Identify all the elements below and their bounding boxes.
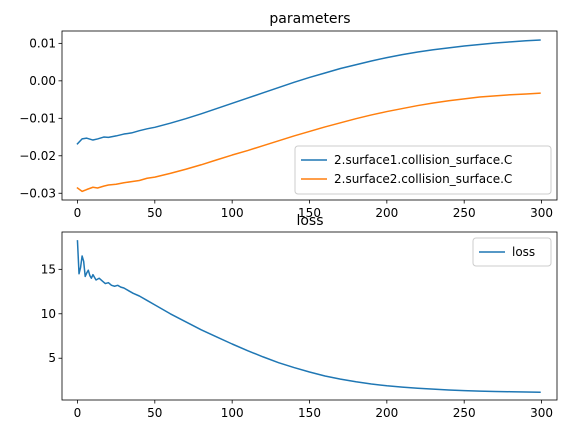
legend: 2.surface1.collision_surface.C 2.surface2… — [294, 145, 552, 195]
x-tick-label: 250 — [453, 406, 476, 420]
y-axis: 5 10 15 — [41, 262, 62, 365]
y-tick-label: 0.00 — [29, 74, 56, 88]
y-tick-label: 15 — [41, 262, 56, 276]
legend-box — [472, 237, 552, 267]
x-axis: 0 50 100 150 200 250 300 — [74, 400, 553, 420]
y-tick-label: −0.01 — [19, 111, 56, 125]
legend-label: 2.surface2.collision_surface.C — [334, 172, 512, 186]
x-tick-label: 50 — [147, 406, 162, 420]
x-tick-label: 300 — [530, 206, 553, 220]
x-tick-label: 50 — [147, 206, 162, 220]
x-tick-label: 200 — [375, 406, 398, 420]
y-axis: −0.03 −0.02 −0.01 0.00 0.01 — [19, 36, 62, 200]
parameters-subplot: parameters 0 50 100 150 200 250 300 −0.03 −0.02… — [19, 11, 558, 220]
x-tick-label: 0 — [74, 406, 82, 420]
x-tick-label: 250 — [453, 206, 476, 220]
series-line-2 — [76, 92, 541, 193]
x-tick-label: 100 — [221, 206, 244, 220]
x-tick-label: 0 — [74, 206, 82, 220]
series-line-1 — [76, 240, 541, 393]
y-tick-label: −0.02 — [19, 149, 56, 163]
chart-title: parameters — [269, 11, 350, 27]
x-tick-label: 150 — [298, 206, 321, 220]
loss-subplot: loss 0 50 100 150 200 250 300 5 10 15 loss — [41, 213, 558, 420]
y-tick-label: 10 — [41, 307, 56, 321]
plot-series-group — [76, 39, 541, 193]
legend-label: 2.surface1.collision_surface.C — [334, 153, 512, 167]
x-axis: 0 50 100 150 200 250 300 — [74, 200, 553, 220]
y-tick-label: −0.03 — [19, 186, 56, 200]
y-tick-label: 5 — [48, 351, 56, 365]
y-tick-label: 0.01 — [29, 36, 56, 50]
x-tick-label: 200 — [375, 206, 398, 220]
x-tick-label: 300 — [530, 406, 553, 420]
legend-box — [294, 145, 552, 195]
x-tick-label: 100 — [221, 406, 244, 420]
x-tick-label: 150 — [298, 406, 321, 420]
legend-label: loss — [512, 245, 535, 259]
series-line-1 — [76, 39, 541, 145]
legend: loss — [472, 237, 552, 267]
chart-title: loss — [296, 213, 323, 229]
plot-series-group — [76, 240, 541, 393]
